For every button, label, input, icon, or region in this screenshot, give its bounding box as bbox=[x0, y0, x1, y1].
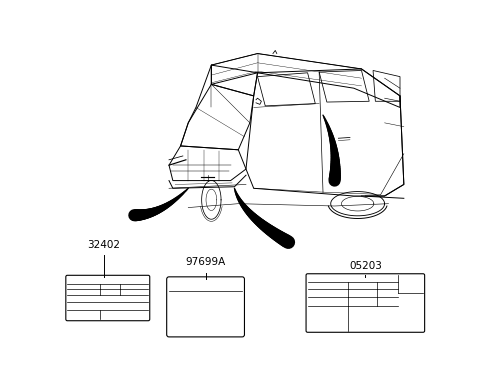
FancyBboxPatch shape bbox=[66, 275, 150, 321]
FancyBboxPatch shape bbox=[167, 277, 244, 337]
Text: 97699A: 97699A bbox=[186, 257, 226, 267]
Text: 32402: 32402 bbox=[87, 240, 120, 250]
Text: 05203: 05203 bbox=[349, 261, 382, 271]
FancyBboxPatch shape bbox=[306, 274, 425, 332]
